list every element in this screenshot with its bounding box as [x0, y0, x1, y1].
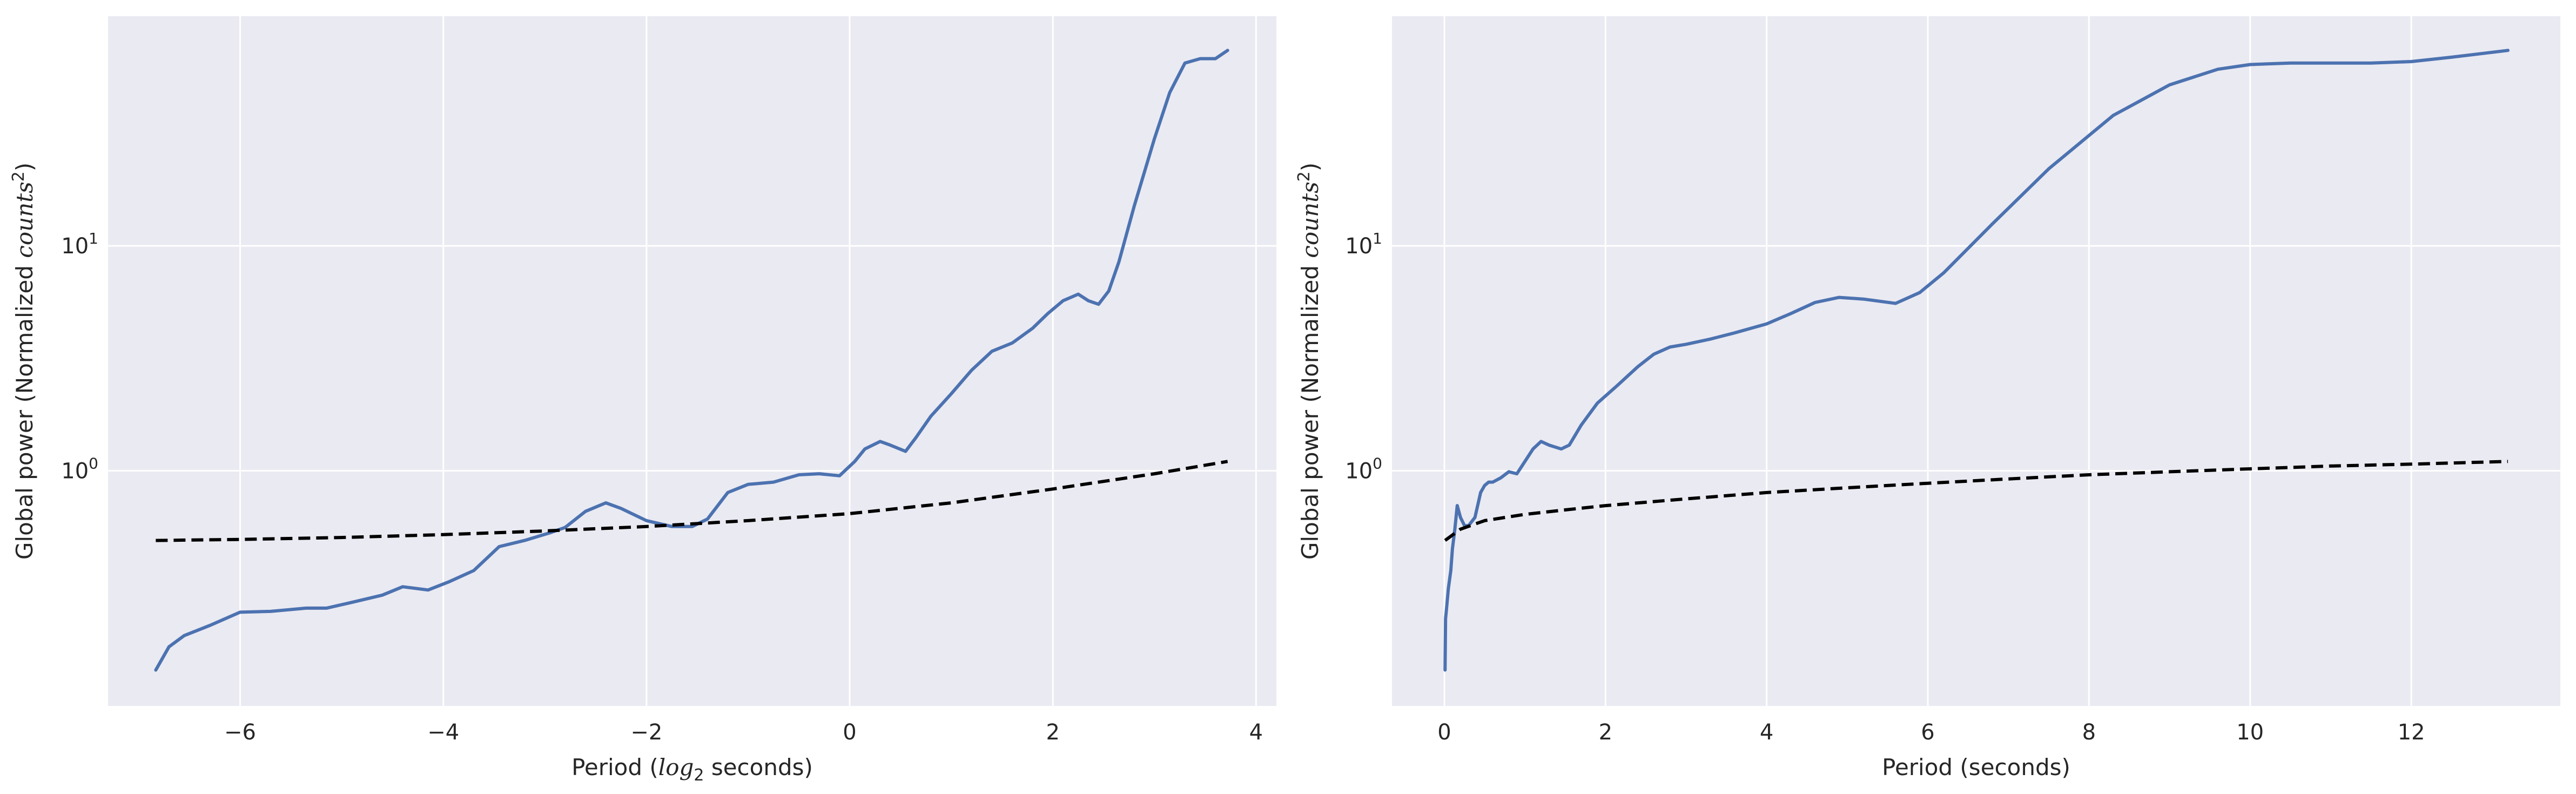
x-tick-label: 2	[1599, 720, 1612, 745]
y-tick-label: 101	[1345, 230, 1382, 259]
y-axis-label: Global power (Normalized counts2)	[1295, 163, 1323, 560]
x-axis-label: Period (seconds)	[1882, 754, 2070, 780]
x-tick-label: −2	[630, 720, 662, 745]
significance-line	[156, 460, 1228, 542]
x-tick-label: 0	[1437, 720, 1451, 745]
x-tick-label: 6	[1921, 720, 1934, 745]
plot-area	[108, 16, 1276, 706]
x-axis-label: Period (log2 seconds)	[571, 754, 813, 785]
significance-line	[1444, 460, 2508, 542]
left-chart-panel: −6 −4 −2 0 2 4 100 101 Period (log2 seconds) Glob…	[9, 16, 1276, 785]
x-tick-label: 8	[2082, 720, 2096, 745]
x-tick-label: −4	[427, 720, 459, 745]
plot-area	[1392, 16, 2560, 706]
x-tick-label: 12	[2398, 720, 2425, 745]
y-axis-label: Global power (Normalized counts2)	[9, 163, 38, 560]
x-tick-label: −6	[224, 720, 256, 745]
right-chart-panel: 0 2 4 6 8 10 12 100 101 Period (seconds) Global po…	[1295, 16, 2560, 780]
x-tick-label: 4	[1249, 720, 1263, 745]
y-tick-label: 100	[1345, 455, 1382, 484]
y-tick-label: 101	[61, 230, 98, 259]
x-tick-label: 4	[1760, 720, 1773, 745]
power-line	[154, 49, 1229, 672]
x-tick-label: 2	[1046, 720, 1059, 745]
y-tick-label: 100	[61, 455, 98, 484]
power-line	[1443, 49, 2510, 672]
x-tick-label: 10	[2236, 720, 2264, 745]
x-tick-label: 0	[843, 720, 856, 745]
